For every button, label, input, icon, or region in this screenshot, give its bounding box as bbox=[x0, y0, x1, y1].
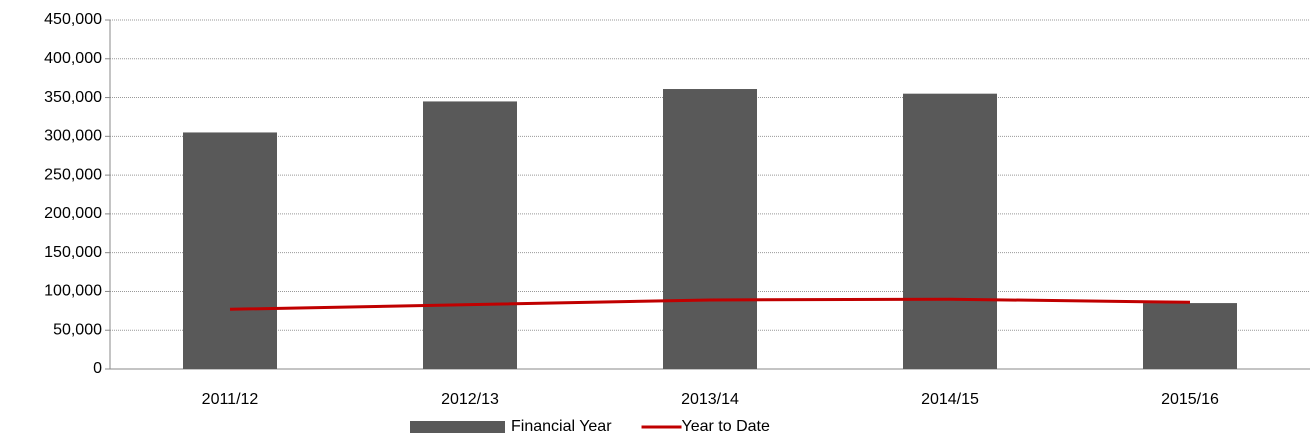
x-tick-label: 2012/13 bbox=[441, 391, 499, 408]
y-tick-label: 250,000 bbox=[44, 166, 102, 183]
x-tick-label: 2015/16 bbox=[1161, 391, 1219, 408]
legend-label: Financial Year bbox=[511, 418, 612, 435]
y-tick-label: 50,000 bbox=[53, 321, 102, 338]
y-tick-label: 0 bbox=[93, 360, 102, 377]
x-tick-label: 2014/15 bbox=[921, 391, 979, 408]
y-tick-label: 100,000 bbox=[44, 283, 102, 300]
y-tick-label: 400,000 bbox=[44, 50, 102, 67]
y-tick-label: 150,000 bbox=[44, 244, 102, 261]
x-tick-label: 2013/14 bbox=[681, 391, 739, 408]
bar bbox=[663, 89, 757, 369]
line bbox=[229, 297, 1191, 311]
legend-swatch bbox=[410, 421, 505, 433]
bar bbox=[1143, 303, 1237, 369]
legend-label: Year to Date bbox=[682, 418, 770, 435]
y-tick-label: 350,000 bbox=[44, 89, 102, 106]
bar bbox=[183, 132, 277, 369]
x-tick-label: 2011/12 bbox=[202, 391, 259, 408]
y-tick-label: 450,000 bbox=[44, 11, 102, 28]
y-tick-label: 300,000 bbox=[44, 128, 102, 145]
bar bbox=[903, 93, 997, 369]
bar bbox=[423, 101, 517, 369]
y-tick-label: 200,000 bbox=[44, 205, 102, 222]
